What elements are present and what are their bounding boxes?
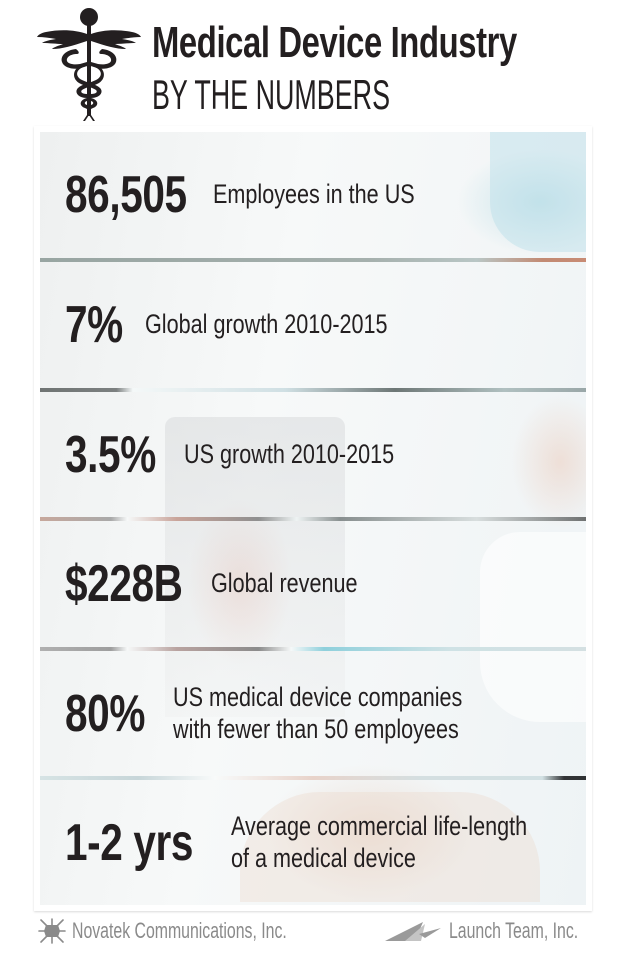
stat-label: US growth 2010-2015 <box>184 439 394 471</box>
stats-card: 86,505 Employees in the US 7% Global gro… <box>34 126 592 911</box>
stat-value: $228B <box>65 555 183 613</box>
stat-label-line: Global revenue <box>211 568 358 599</box>
stat-row-employees: 86,505 Employees in the US <box>40 132 586 258</box>
stat-row-life-length: 1-2 yrs Average commercial life-length o… <box>40 780 586 905</box>
stat-row-small-companies: 80% US medical device companies with few… <box>40 651 586 777</box>
footer-credit-launch-team: Launch Team, Inc. <box>385 918 625 944</box>
footer-text: Launch Team, Inc. <box>449 918 579 943</box>
stat-label: US medical device companies with fewer t… <box>173 682 462 746</box>
photo-surgeon-cap-shape <box>490 132 586 252</box>
caduceus-icon <box>37 8 141 121</box>
stat-value: 1-2 yrs <box>65 814 194 872</box>
stat-row-global-growth: 7% Global growth 2010-2015 <box>40 262 586 388</box>
background-photo: 86,505 Employees in the US 7% Global gro… <box>40 132 586 905</box>
stat-row-global-revenue: $228B Global revenue <box>40 521 586 647</box>
stat-label-line: US growth 2010-2015 <box>184 439 395 470</box>
page-subtitle: BY THE NUMBERS <box>152 71 390 118</box>
photo-monitor-shape <box>165 417 345 717</box>
stat-value: 7% <box>65 296 123 354</box>
stat-row-us-growth: 3.5% US growth 2010-2015 <box>40 392 586 518</box>
divider <box>40 647 586 651</box>
stat-value: 3.5% <box>65 426 156 484</box>
divider <box>40 517 586 521</box>
stat-label: Global revenue <box>211 568 358 600</box>
stat-label-line: Employees in the US <box>213 179 415 210</box>
stat-label-line: US medical device companies <box>173 682 463 713</box>
stat-value: 80% <box>65 685 146 743</box>
launch-team-wing-icon <box>385 922 441 941</box>
stat-label: Average commercial life-length of a medi… <box>231 811 527 875</box>
stat-label: Global growth 2010-2015 <box>145 309 388 341</box>
divider <box>40 258 586 262</box>
divider <box>40 776 586 780</box>
stat-value: 86,505 <box>65 166 187 224</box>
stat-label-line: Global growth 2010-2015 <box>145 309 388 340</box>
stat-label-line: of a medical device <box>231 843 416 873</box>
photo-surgeon-mask-shape <box>480 532 586 722</box>
stat-label: Employees in the US <box>213 179 415 211</box>
footer-text: Novatek Communications, Inc. <box>72 918 287 943</box>
photo-hands-shape <box>240 792 540 902</box>
stat-label-line: Average commercial life-length <box>231 811 528 842</box>
divider <box>40 388 586 392</box>
page-title: Medical Device Industry <box>152 18 517 67</box>
footer-credit-novatek: Novatek Communications, Inc. <box>38 918 370 944</box>
novatek-star-icon <box>38 918 66 944</box>
stat-label-line: with fewer than 50 employees <box>173 714 459 744</box>
